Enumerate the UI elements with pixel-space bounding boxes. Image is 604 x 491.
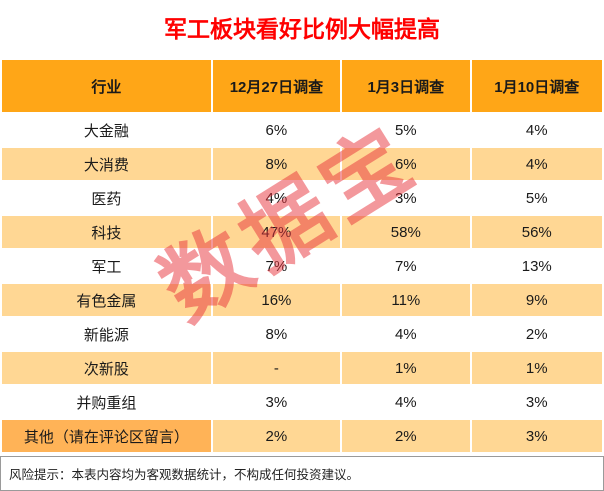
value-cell: 3% <box>340 180 472 216</box>
table-row: 新能源 8% 4% 2% <box>0 316 604 352</box>
column-header: 1月3日调查 <box>340 58 472 114</box>
value-cell: 1% <box>469 350 604 386</box>
page-title: 军工板块看好比例大幅提高 <box>164 16 440 42</box>
value-cell: 6% <box>210 112 343 148</box>
value-cell: 3% <box>469 418 604 454</box>
value-cell: 3% <box>210 384 343 420</box>
industry-cell: 有色金属 <box>0 282 213 318</box>
table-row: 医药 4% 3% 5% <box>0 180 604 216</box>
industry-cell: 军工 <box>0 248 213 284</box>
industry-cell: 科技 <box>0 214 213 250</box>
column-header: 12月27日调查 <box>210 58 343 114</box>
value-cell: 4% <box>210 180 343 216</box>
value-cell: 6% <box>340 146 472 182</box>
industry-cell: 新能源 <box>0 316 213 352</box>
value-cell: 4% <box>340 384 472 420</box>
column-header: 行业 <box>0 58 213 114</box>
table-row: 科技 47% 58% 56% <box>0 214 604 250</box>
value-cell: 2% <box>340 418 472 454</box>
value-cell: 16% <box>210 282 343 318</box>
value-cell: 8% <box>210 146 343 182</box>
value-cell: 8% <box>210 316 343 352</box>
value-cell: 56% <box>469 214 604 250</box>
table-row: 大消费 8% 6% 4% <box>0 146 604 182</box>
value-cell: 5% <box>340 112 472 148</box>
value-cell: 5% <box>469 180 604 216</box>
value-cell: 3% <box>469 384 604 420</box>
table-header-row: 行业 12月27日调查 1月3日调查 1月10日调查 <box>0 58 604 114</box>
value-cell: 11% <box>340 282 472 318</box>
industry-cell: 大金融 <box>0 112 213 148</box>
table-row: 并购重组 3% 4% 3% <box>0 384 604 420</box>
column-header: 1月10日调查 <box>469 58 604 114</box>
table-row: 次新股 -1% 1% <box>0 350 604 386</box>
table-row: 其他（请在评论区留言） 2% 2% 3% <box>0 418 604 454</box>
disclaimer-text: 风险提示：本表内容均为客观数据统计，不构成任何投资建议。 <box>0 456 604 491</box>
value-cell: 2% <box>469 316 604 352</box>
value-cell: 2% <box>210 418 343 454</box>
industry-cell: 次新股 <box>0 350 213 386</box>
value-cell: 4% <box>469 146 604 182</box>
value-cell: 13% <box>469 248 604 284</box>
industry-cell: 其他（请在评论区留言） <box>0 418 213 454</box>
value-cell: 4% <box>469 112 604 148</box>
industry-cell: 并购重组 <box>0 384 213 420</box>
industry-cell: 医药 <box>0 180 213 216</box>
value-cell: 7% <box>340 248 472 284</box>
table-row: 军工 7% 7% 13% <box>0 248 604 284</box>
value-cell: 7% <box>210 248 343 284</box>
value-cell: 1% <box>340 350 472 386</box>
value-cell: - <box>210 350 343 386</box>
value-cell: 47% <box>210 214 343 250</box>
survey-table: 行业 12月27日调查 1月3日调查 1月10日调查 大金融 6% 5% 4% 大消费 8% 6%… <box>0 58 604 454</box>
value-cell: 58% <box>340 214 472 250</box>
industry-cell: 大消费 <box>0 146 213 182</box>
value-cell: 4% <box>340 316 472 352</box>
table-row: 有色金属 16% 11% 9% <box>0 282 604 318</box>
table-row: 大金融 6% 5% 4% <box>0 112 604 148</box>
value-cell: 9% <box>469 282 604 318</box>
